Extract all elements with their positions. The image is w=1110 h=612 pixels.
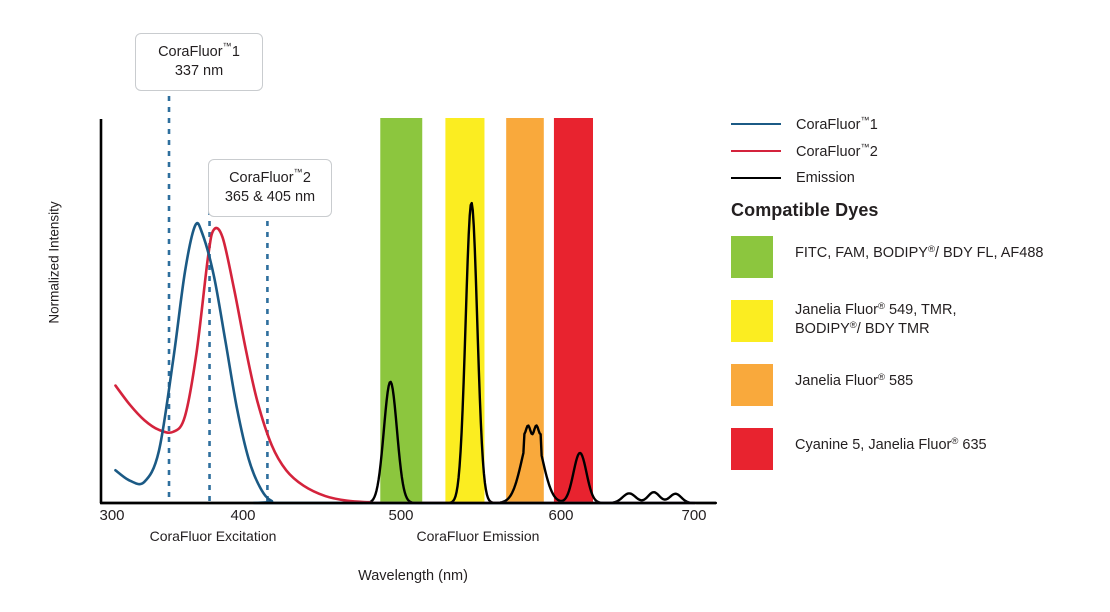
x-tick-500: 500	[388, 507, 414, 524]
legend-label-corafluor2: CoraFluor™2	[796, 141, 878, 160]
x-tick-600: 600	[548, 507, 574, 524]
registered-symbol: ®	[849, 320, 857, 332]
dye-label-green: FITC, FAM, BODIPY®/ BDY FL, AF488	[795, 244, 1044, 261]
dye-label-yellow-line1: Janelia Fluor® 549, TMR,	[795, 301, 957, 318]
registered-symbol: ®	[927, 244, 935, 255]
legend-line-swatch-emission	[731, 176, 781, 179]
green-band-region	[380, 118, 423, 503]
registered-symbol: ®	[878, 301, 886, 312]
dye-label-orange: Janelia Fluor® 585	[795, 372, 914, 389]
trademark-symbol: ™	[293, 167, 303, 177]
registered-symbol: ®	[878, 372, 886, 383]
dye-label-yellow-line2: BODIPY®/ BDY TMR	[795, 320, 930, 338]
x-tick-300: 300	[99, 507, 125, 524]
band-regions	[380, 118, 593, 503]
legend-item-corafluor1: CoraFluor™1	[731, 110, 1091, 137]
dye-item-red: Cyanine 5, Janelia Fluor® 635	[731, 428, 1101, 470]
dye-label-red: Cyanine 5, Janelia Fluor® 635	[795, 436, 987, 453]
callout-corafluor1-title: CoraFluor™1	[158, 41, 240, 60]
dye-item-orange: Janelia Fluor® 585	[731, 364, 1101, 406]
legend-line-swatch-corafluor2	[731, 149, 781, 152]
legend-line-swatch-corafluor1	[731, 122, 781, 125]
dye-label-yellow: Janelia Fluor® 549, TMR, BODIPY®/ BDY TM…	[795, 300, 956, 340]
trademark-symbol: ™	[860, 114, 870, 125]
callout-corafluor1: CoraFluor™1 337 nm	[135, 33, 263, 91]
series-legend: CoraFluor™1 CoraFluor™2 Emission	[731, 110, 1091, 191]
dye-color-swatch-green	[731, 236, 773, 278]
callout-corafluor2: CoraFluor™2 365 & 405 nm	[208, 159, 332, 217]
red-band-region	[553, 118, 593, 503]
callout-corafluor2-value: 365 & 405 nm	[224, 189, 316, 206]
callout-corafluor1-value: 337 nm	[174, 63, 224, 80]
x-tick-700: 700	[681, 507, 707, 524]
range-label-emission: CoraFluor Emission	[416, 528, 540, 544]
dye-item-yellow: Janelia Fluor® 549, TMR, BODIPY®/ BDY TM…	[731, 300, 1101, 342]
trademark-symbol: ™	[860, 141, 870, 152]
registered-symbol: ®	[951, 436, 959, 447]
dye-color-swatch-yellow	[731, 300, 773, 342]
range-label-excitation: CoraFluor Excitation	[149, 528, 277, 544]
dye-color-swatch-orange	[731, 364, 773, 406]
y-axis-label: Normalized Intensity	[46, 201, 62, 324]
trademark-symbol: ™	[222, 41, 232, 51]
dye-color-swatch-red	[731, 428, 773, 470]
legend-label-corafluor1: CoraFluor™1	[796, 114, 878, 133]
x-axis-label: Wavelength (nm)	[358, 568, 468, 584]
dye-item-green: FITC, FAM, BODIPY®/ BDY FL, AF488	[731, 236, 1101, 278]
compatible-dyes-title: Compatible Dyes	[731, 200, 879, 220]
legend-label-emission: Emission	[796, 169, 855, 186]
callout-corafluor2-title: CoraFluor™2	[229, 167, 311, 186]
legend-item-corafluor2: CoraFluor™2	[731, 137, 1091, 164]
axes-lines	[99, 119, 716, 505]
compatible-dyes-list: FITC, FAM, BODIPY®/ BDY FL, AF488 Janeli…	[731, 236, 1101, 492]
x-tick-400: 400	[230, 507, 256, 524]
legend-item-emission: Emission	[731, 164, 1091, 191]
